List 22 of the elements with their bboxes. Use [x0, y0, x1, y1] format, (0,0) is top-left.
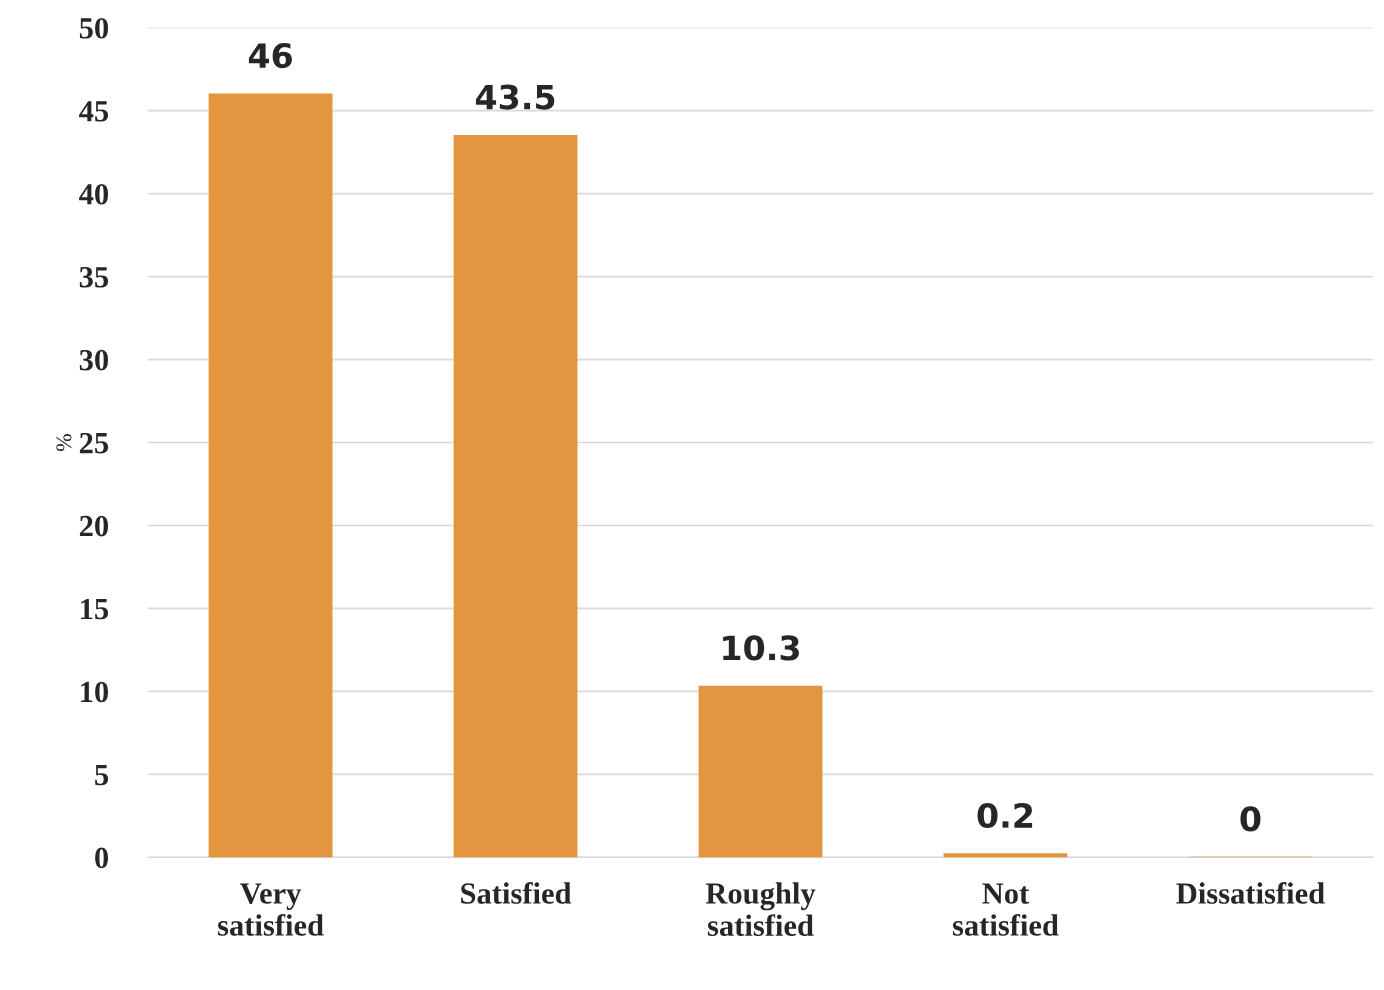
- x-tick-label: Dissatisfied: [1176, 882, 1325, 904]
- data-label: 0.2: [977, 802, 1033, 829]
- y-tick-label: 15: [81, 598, 109, 620]
- y-tick-label: 20: [79, 515, 109, 537]
- x-tick-label: Roughly satisfied: [705, 882, 816, 937]
- y-tick-label: 25: [79, 432, 109, 454]
- x-tick-label: Satisfied: [461, 882, 572, 904]
- y-tick-label: 30: [79, 349, 109, 371]
- y-tick-label: 45: [79, 101, 109, 122]
- y-tick-label: 35: [79, 266, 109, 288]
- y-axis-title: %: [56, 434, 72, 452]
- y-tick-label: 0: [95, 847, 109, 869]
- x-tick-label: Very satisfied: [218, 883, 324, 936]
- y-tick-label: 50: [79, 18, 109, 39]
- data-label: 0: [1240, 806, 1261, 832]
- y-tick-label: 40: [79, 183, 109, 205]
- data-label: 46: [248, 43, 292, 69]
- y-tick-label: 5: [95, 764, 109, 786]
- x-tick-label: Not satisfied: [952, 883, 1059, 936]
- data-label: 43.5: [475, 84, 555, 110]
- y-tick-label: 10: [81, 681, 109, 703]
- data-label: 10.3: [723, 635, 799, 661]
